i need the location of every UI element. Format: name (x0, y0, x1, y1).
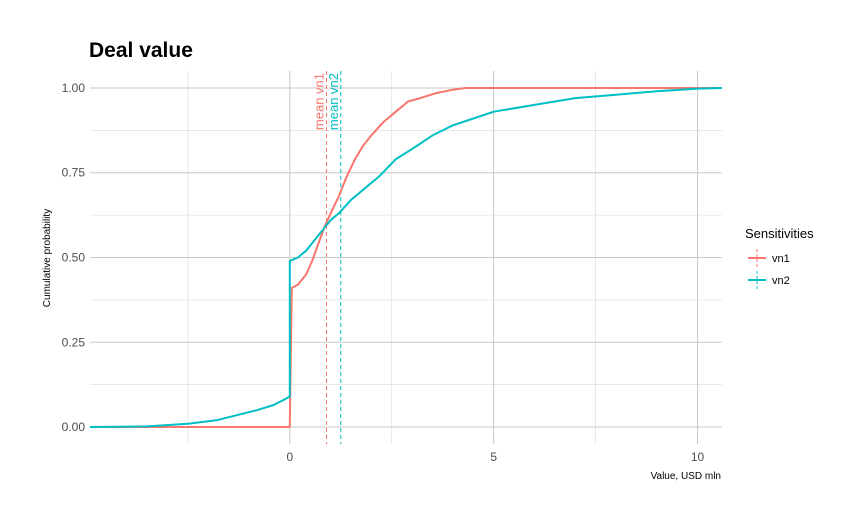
chart-title: Deal value (89, 39, 193, 62)
y-tick-label: 0.25 (62, 335, 86, 349)
series-line-vn2 (89, 87, 723, 428)
x-axis-ticks: 0 5 10 (286, 450, 704, 464)
grid-lines (90, 71, 722, 444)
mean-label-vn1: mean vn1 (311, 73, 326, 130)
y-axis-ticks: 0.00 0.25 0.50 0.75 1.00 (62, 81, 86, 434)
legend-label: vn2 (772, 275, 790, 287)
series-line-vn1 (90, 87, 722, 428)
legend-item-vn2: vn2 (748, 271, 790, 289)
y-tick-label: 0.50 (62, 251, 86, 265)
x-tick-label: 10 (691, 450, 705, 464)
mean-label-vn2: mean vn2 (326, 73, 341, 130)
legend-label: vn1 (772, 253, 790, 265)
series-lines (89, 87, 723, 428)
legend-title: Sensitivities (745, 226, 814, 241)
x-tick-label: 5 (490, 450, 497, 464)
y-axis-title: Cumulative probability (42, 209, 53, 307)
mean-reference-lines: mean vn1 mean vn2 (311, 71, 342, 444)
legend-item-vn1: vn1 (748, 249, 790, 267)
y-tick-label: 1.00 (62, 81, 86, 95)
x-tick-label: 0 (286, 450, 293, 464)
y-tick-label: 0.75 (62, 166, 86, 180)
legend: Sensitivities vn1 vn2 (745, 226, 814, 289)
y-tick-label: 0.00 (62, 420, 86, 434)
x-axis-title: Value, USD mln (651, 471, 721, 482)
